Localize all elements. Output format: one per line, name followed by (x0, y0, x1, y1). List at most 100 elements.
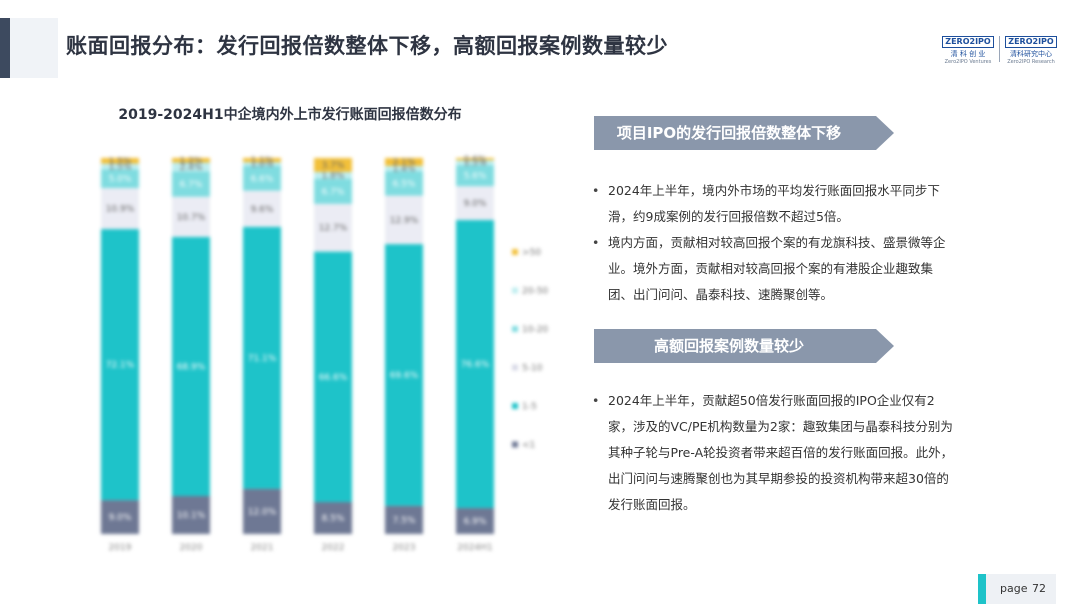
page-label: page (1000, 582, 1028, 595)
x-tick-label: 2021 (251, 543, 274, 553)
data-label: 2.4% (180, 163, 203, 173)
bar-segment (314, 178, 352, 204)
legend-swatch (512, 326, 518, 332)
bar-segment (456, 165, 494, 187)
bullet-item: 2024年上半年，境内外市场的平均发行账面回报水平同步下滑，约9成案例的发行回报… (592, 178, 957, 230)
bar-segment (101, 169, 139, 189)
legend-swatch (512, 441, 518, 448)
bar-segment (385, 158, 423, 166)
bar-segment (101, 229, 139, 501)
bar-segment (385, 195, 423, 245)
x-tick-label: 2023 (393, 543, 416, 553)
bar-segment (456, 160, 494, 166)
bar-segment (243, 158, 281, 163)
data-label: 71.1% (248, 354, 277, 364)
logo-cn: 清科研究中心 (1010, 50, 1052, 58)
data-label: 6.5% (393, 179, 416, 189)
bar-segment (456, 508, 494, 534)
zero2ipo-research-logo: ZERO2IPO 清科研究中心 Zero2IPO Research (1005, 36, 1057, 65)
logo-mark: ZERO2IPO (1005, 36, 1057, 48)
section2-bullets: 2024年上半年，贡献超50倍发行账面回报的IPO企业仅有2家，涉及的VC/PE… (592, 388, 957, 518)
data-label: 1.8% (322, 171, 345, 181)
bar-segment (101, 158, 139, 164)
legend-label: >50 (522, 248, 541, 258)
banner-arrow-shape (594, 116, 894, 150)
data-label: 8.5% (322, 514, 345, 524)
bar-segment (243, 162, 281, 166)
legend-label: 20-50 (522, 287, 548, 297)
stacked-bar-chart: 9.0% 72.1% 10.9% 5.0% 1.5%1.5% 2019 10.1% 68.9%… (101, 155, 548, 553)
bar-segment (314, 171, 352, 179)
x-tick-label: 2024H1 (457, 543, 492, 553)
x-tick-label: 2022 (322, 543, 345, 553)
logo-en: Zero2IPO Ventures (944, 59, 992, 65)
bar-segment (101, 188, 139, 230)
bar-segment (456, 186, 494, 221)
data-label: 1.4% (393, 165, 416, 175)
logo-en: Zero2IPO Research (1007, 59, 1055, 65)
page-accent (978, 574, 986, 604)
data-label: 9.0% (109, 513, 132, 523)
data-label: 12.7% (319, 224, 348, 234)
bar-segment (172, 162, 210, 172)
section1-heading: 项目IPO的发行回报倍数整体下移 (616, 124, 842, 142)
bar-segment (385, 505, 423, 534)
bar-segment (385, 171, 423, 196)
bar-segment (385, 244, 423, 506)
data-label: 1.3% (464, 159, 487, 169)
section1-banner: 项目IPO的发行回报倍数整体下移 (594, 116, 894, 150)
x-tick-label: 2020 (180, 543, 203, 553)
bar-segment (456, 158, 494, 161)
bar-segment (314, 158, 352, 172)
legend-label: <1 (522, 441, 535, 451)
data-label: 9.0% (464, 199, 487, 209)
data-label: 1.1% (251, 156, 274, 166)
data-label: 12.9% (390, 216, 419, 226)
data-label: 5.0% (109, 175, 132, 185)
data-label: 12.0% (248, 507, 277, 517)
bullet-item: 2024年上半年，贡献超50倍发行账面回报的IPO企业仅有2家，涉及的VC/PE… (592, 388, 957, 518)
bar-segment (243, 165, 281, 191)
bar-segment (172, 496, 210, 534)
data-label: 10.7% (177, 213, 206, 223)
bar-segment (172, 196, 210, 237)
data-label: 1.2% (180, 156, 203, 166)
bar-segment (172, 171, 210, 197)
bar-segment (385, 165, 423, 172)
bar-segment (101, 163, 139, 170)
legend-label: 5-10 (522, 364, 543, 374)
page-indicator: page 72 (978, 574, 1056, 604)
data-label: 72.1% (106, 361, 135, 371)
data-label: 0.6% (464, 155, 487, 165)
bar-segment (172, 236, 210, 497)
data-label: 7.5% (393, 516, 416, 526)
bar-segment (243, 488, 281, 534)
data-label: 66.6% (319, 373, 348, 383)
data-label: 68.9% (177, 362, 206, 372)
zero2ipo-ventures-logo: ZERO2IPO 清 科 创 业 Zero2IPO Ventures (942, 36, 994, 65)
data-label: 1.5% (109, 162, 132, 172)
data-label: 6.7% (322, 187, 345, 197)
data-label: 3.7% (322, 161, 345, 171)
legend-label: 10-20 (522, 325, 548, 335)
data-label: 1.0% (251, 160, 274, 170)
bullet-item: 境内方面，贡献相对较高回报个案的有龙旗科技、盛景微等企业。境外方面，贡献相对较高… (592, 230, 957, 308)
data-label: 76.6% (461, 360, 490, 370)
data-label: 10.9% (106, 205, 135, 215)
chart-title: 2019-2024H1中企境内外上市发行账面回报倍数分布 (118, 107, 462, 123)
logos: ZERO2IPO 清 科 创 业 Zero2IPO Ventures ZERO2… (942, 36, 1057, 65)
bar-segment (456, 220, 494, 509)
data-label: 10.1% (177, 511, 206, 521)
logo-separator (999, 36, 1000, 62)
data-label: 6.7% (180, 180, 203, 190)
legend-swatch (512, 403, 518, 409)
bar-segment (101, 500, 139, 534)
bar-segment (243, 190, 281, 227)
bar-segment (172, 158, 210, 163)
section1-bullets: 2024年上半年，境内外市场的平均发行账面回报水平同步下滑，约9成案例的发行回报… (592, 178, 957, 308)
data-label: 69.6% (390, 371, 419, 381)
page-number: 72 (1032, 582, 1046, 595)
x-tick-label: 2019 (109, 543, 132, 553)
title-accent (0, 18, 10, 78)
bar-segment (314, 502, 352, 534)
